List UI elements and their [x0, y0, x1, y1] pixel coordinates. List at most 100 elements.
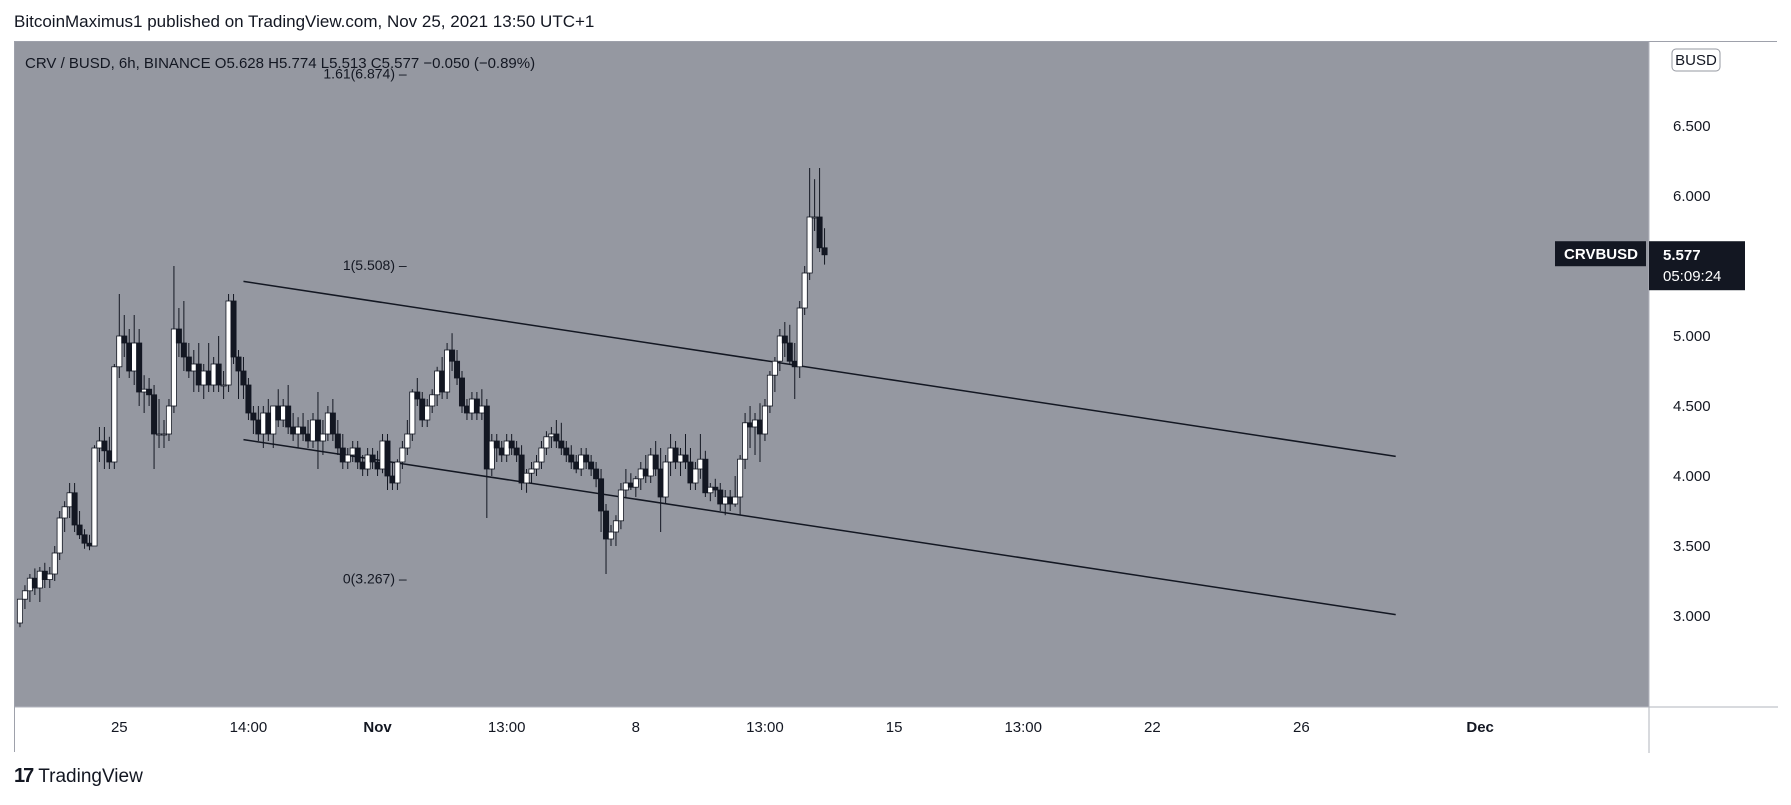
candle-up — [523, 472, 530, 484]
candle-up — [578, 454, 585, 470]
candle-up — [91, 447, 98, 547]
candle-up — [478, 405, 485, 414]
candle-up — [210, 363, 217, 386]
candle-down — [106, 450, 113, 463]
candle-down — [786, 342, 793, 362]
candle-up — [324, 412, 331, 435]
candle-up — [66, 492, 73, 508]
price-tag — [1649, 241, 1745, 291]
candle-down — [86, 542, 93, 547]
symbol-title: CRV / BUSD, 6h, BINANCE — [25, 55, 215, 72]
candle-down — [359, 461, 366, 470]
price-tick-label: 6.000 — [1673, 188, 1711, 205]
candle-up — [801, 272, 808, 309]
candle-up — [742, 422, 749, 460]
candle-up — [16, 598, 23, 624]
candlestick-chart[interactable]: 3.0003.5004.0004.5005.0006.0006.50072514… — [15, 42, 1778, 753]
candle-up — [761, 405, 768, 435]
candle-down — [185, 356, 192, 372]
candle-down — [235, 356, 242, 372]
candle-down — [712, 486, 719, 491]
candle-down — [300, 426, 307, 435]
candle-down — [339, 447, 346, 463]
candle-down — [747, 422, 754, 428]
candle-up — [444, 349, 451, 393]
time-tick-label: Dec — [1466, 719, 1494, 736]
candle-down — [285, 405, 292, 428]
chart-frame: 3.0003.5004.0004.5005.0006.0006.50072514… — [14, 41, 1778, 753]
candle-up — [732, 496, 739, 505]
candle-up — [737, 458, 744, 498]
candle-down — [717, 489, 724, 505]
candle-down — [329, 412, 336, 435]
candle-up — [612, 520, 619, 533]
candle-down — [553, 433, 560, 442]
candle-down — [568, 454, 575, 463]
candle-down — [41, 570, 48, 581]
price-tag-countdown: 05:09:24 — [1663, 268, 1721, 285]
candle-up — [622, 482, 629, 491]
plot-area — [15, 42, 1649, 707]
channel-line-lower — [243, 438, 1396, 616]
currency-badge — [1671, 48, 1721, 72]
high-value: 5.774 — [279, 55, 321, 72]
candle-down — [180, 342, 187, 358]
candle-up — [424, 405, 431, 421]
candle-up — [190, 363, 197, 372]
candle-up — [270, 405, 277, 435]
candle-up — [637, 468, 644, 480]
candle-up — [796, 307, 803, 368]
candle-up — [404, 433, 411, 449]
candle-down — [334, 433, 341, 449]
fib-level-label: 0(3.267) – — [343, 571, 407, 587]
candle-up — [647, 454, 654, 477]
candle-down — [687, 461, 694, 484]
candle-down — [454, 360, 461, 379]
candle-up — [503, 440, 510, 456]
open-value: 5.628 — [226, 55, 268, 72]
candle-down — [598, 478, 605, 512]
candle-down — [816, 216, 823, 249]
candle-up — [26, 577, 33, 592]
candle-up — [116, 335, 123, 368]
candle-up — [309, 419, 316, 442]
candle-down — [230, 300, 237, 358]
candle-up — [156, 433, 163, 436]
tradingview-logo-icon: 17 — [14, 765, 34, 787]
candle-down — [652, 454, 659, 470]
candle-down — [245, 384, 252, 414]
candle-down — [389, 475, 396, 484]
candle-down — [215, 363, 222, 386]
time-tick-label: 13:00 — [746, 719, 784, 736]
symbol-tag — [1555, 241, 1646, 267]
candle-down — [449, 349, 456, 362]
candle-down — [240, 370, 247, 386]
candle-down — [305, 433, 312, 442]
candle-up — [538, 447, 545, 463]
low-value: 5.513 — [329, 55, 371, 72]
candle-down — [101, 440, 108, 452]
candle-up — [46, 573, 53, 580]
low-label: L — [321, 55, 329, 72]
candle-down — [250, 412, 257, 421]
candle-down — [414, 391, 421, 400]
publisher-caption: BitcoinMaximus1 published on TradingView… — [14, 12, 595, 31]
candle-down — [275, 405, 282, 421]
candle-up — [528, 468, 535, 474]
tradingview-brand[interactable]: 17 TradingView — [14, 765, 143, 788]
time-tick-label: 15 — [886, 719, 903, 736]
symbol-tag-label: CRVBUSD — [1564, 246, 1638, 263]
candle-down — [642, 468, 649, 477]
candle-down — [583, 454, 590, 463]
candle-up — [488, 440, 495, 470]
candle-up — [141, 388, 148, 393]
candle-up — [394, 461, 401, 484]
brand-label: TradingView — [38, 765, 143, 787]
candle-down — [255, 419, 262, 435]
candle-down — [756, 419, 763, 435]
candle-up — [220, 384, 227, 387]
candle-up — [170, 328, 177, 407]
candle-down — [483, 405, 490, 470]
candle-down — [384, 440, 391, 477]
candle-up — [434, 370, 441, 396]
